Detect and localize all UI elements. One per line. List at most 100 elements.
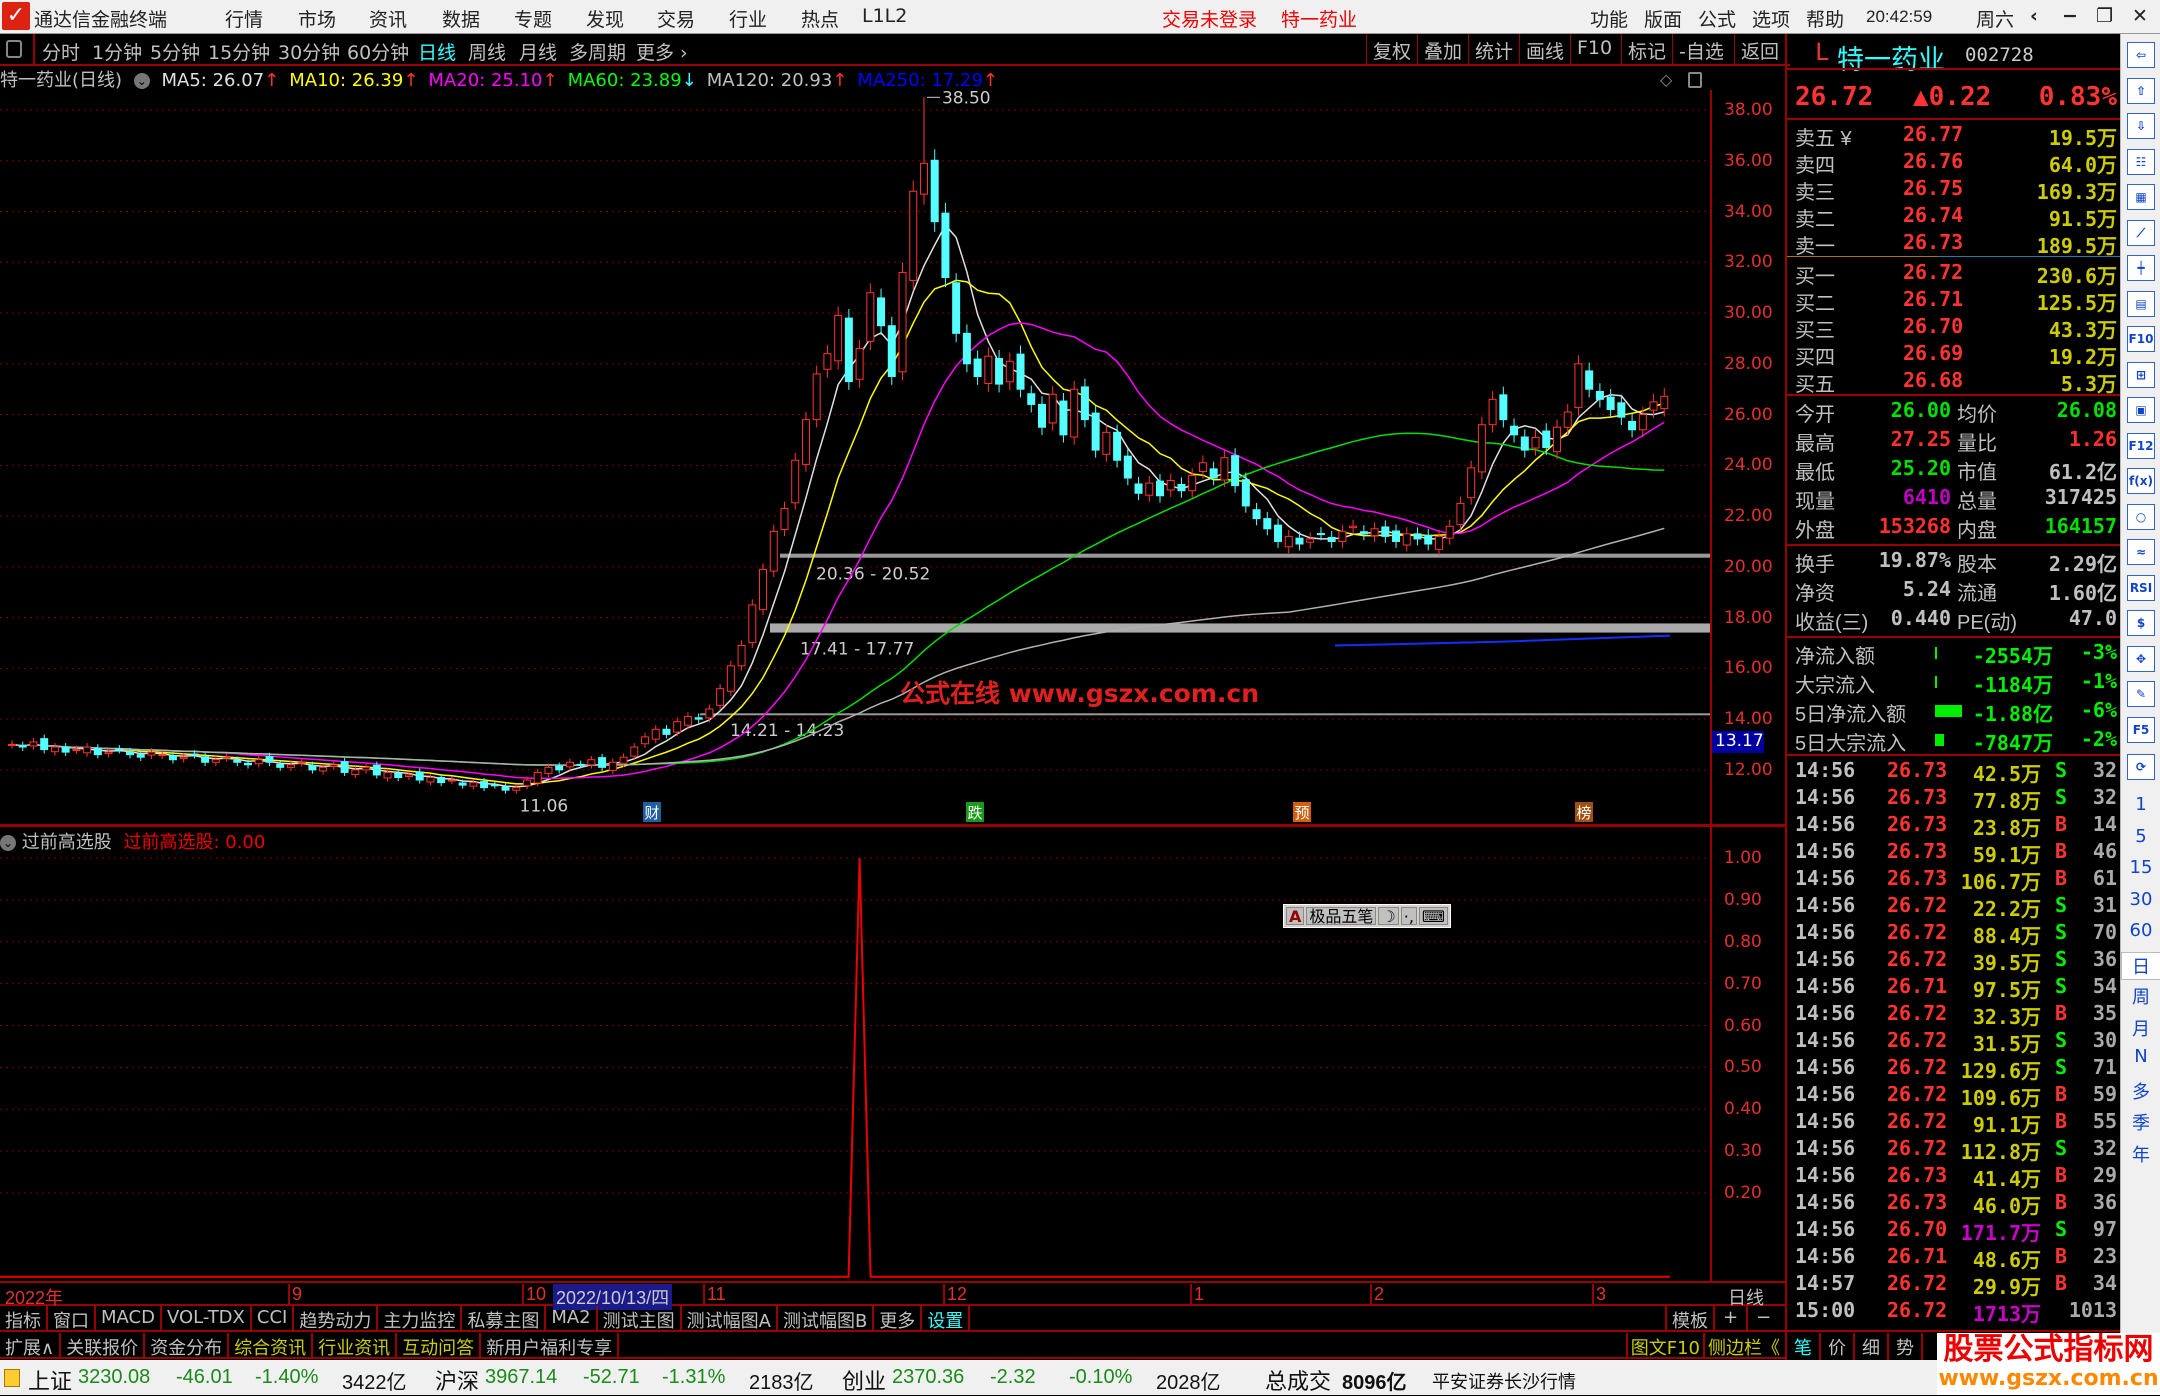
indicator-tab[interactable]: 指标 bbox=[0, 1306, 48, 1332]
menu-gongshi[interactable]: 公式 bbox=[1698, 9, 1737, 31]
menu-gongneng[interactable]: 功能 bbox=[1590, 9, 1629, 31]
sidebar-period-5[interactable]: 5 bbox=[2135, 825, 2147, 847]
refresh-icon[interactable]: ⟳ bbox=[2127, 754, 2155, 780]
function-icon[interactable]: f(x) bbox=[2127, 468, 2155, 494]
period-fenshi[interactable]: 分时 bbox=[42, 42, 81, 64]
indicator-tab[interactable]: 测试幅图B bbox=[778, 1306, 875, 1332]
stats-button[interactable]: 统计 bbox=[1468, 34, 1519, 64]
sidebar-period-月[interactable]: 月 bbox=[2132, 1018, 2150, 1040]
color-bars-icon[interactable]: ▦ bbox=[2127, 184, 2155, 210]
indicator-tab[interactable]: 更多 bbox=[874, 1306, 923, 1332]
F10-icon[interactable]: F10 bbox=[2127, 326, 2155, 352]
period-multi[interactable]: 多周期 bbox=[569, 42, 627, 64]
period-5min[interactable]: 5分钟 bbox=[150, 42, 201, 64]
period-weekly[interactable]: 周线 bbox=[468, 42, 507, 64]
login-status[interactable]: 交易未登录 bbox=[1162, 9, 1258, 31]
ime-name[interactable]: 极品五笔 bbox=[1306, 907, 1377, 926]
mark-button[interactable]: 标记 bbox=[1621, 34, 1672, 64]
menu-zixun[interactable]: 资讯 bbox=[369, 9, 408, 31]
sidebar-period-年[interactable]: 年 bbox=[2132, 1144, 2150, 1166]
collapse-icon[interactable]: ⌄ bbox=[0, 835, 16, 851]
extension-tab[interactable]: 资金分布 bbox=[145, 1333, 230, 1359]
indicator-name[interactable]: 过前高选股 bbox=[21, 832, 112, 853]
F5-icon[interactable]: F5 bbox=[2127, 716, 2155, 743]
move-icon[interactable]: ✥ bbox=[2127, 645, 2155, 672]
period-15min[interactable]: 15分钟 bbox=[208, 42, 271, 64]
sidebar-period-15[interactable]: 15 bbox=[2129, 857, 2153, 878]
menu-xuanxiang[interactable]: 选项 bbox=[1752, 9, 1791, 31]
period-1min[interactable]: 1分钟 bbox=[92, 42, 143, 64]
line-chart-icon[interactable]: ⟋ bbox=[2127, 219, 2155, 246]
tick-tab[interactable]: 笔 bbox=[1787, 1333, 1821, 1361]
indicator-tab[interactable]: 测试幅图A bbox=[682, 1306, 778, 1332]
tick-tab[interactable]: 价 bbox=[1821, 1333, 1855, 1361]
indicator-tab[interactable]: 主力监控 bbox=[378, 1306, 463, 1332]
indicator-tab[interactable]: 测试主图 bbox=[598, 1306, 682, 1332]
sidebar-period-日[interactable]: 日 bbox=[2121, 951, 2160, 980]
collapse-icon[interactable]: ⌄ bbox=[133, 73, 150, 89]
keyboard-icon[interactable]: ⌨ bbox=[1418, 907, 1449, 926]
menu-hangqing[interactable]: 行情 bbox=[225, 9, 264, 31]
back-button[interactable]: 返回 bbox=[1734, 34, 1785, 64]
indicator-chart[interactable] bbox=[0, 827, 1710, 1281]
extension-tab[interactable]: 新用户福利专享 bbox=[481, 1333, 620, 1359]
candles-icon[interactable]: ┿ bbox=[2127, 255, 2155, 281]
menu-shuju[interactable]: 数据 bbox=[442, 9, 481, 31]
pencil-icon[interactable]: ✎ bbox=[2127, 681, 2155, 707]
period-daily[interactable]: 日线 bbox=[418, 42, 457, 64]
extension-tab[interactable]: 行业资讯 bbox=[313, 1333, 398, 1359]
menu-banmian[interactable]: 版面 bbox=[1644, 9, 1683, 31]
indicator-tab[interactable]: MA2 bbox=[546, 1306, 598, 1330]
punctuation-icon[interactable]: ·, bbox=[1400, 907, 1417, 926]
extension-tab[interactable]: 扩展∧ bbox=[0, 1333, 62, 1359]
back-icon[interactable]: ‹ bbox=[2030, 5, 2038, 27]
period-60min[interactable]: 60分钟 bbox=[347, 42, 410, 64]
indicator-tab[interactable]: CCI bbox=[252, 1306, 295, 1330]
sidebar-period-30[interactable]: 30 bbox=[2129, 888, 2153, 910]
tree-icon[interactable]: ⊞ bbox=[2127, 361, 2155, 388]
indicator-tab[interactable]: VOL-TDX bbox=[162, 1306, 252, 1330]
menu-faxian[interactable]: 发现 bbox=[586, 9, 625, 31]
sidebar-period-N[interactable]: N bbox=[2134, 1046, 2148, 1067]
sidebar-period-60[interactable]: 60 bbox=[2129, 920, 2153, 941]
ime-toolbar[interactable]: A 极品五笔 ☽ ·, ⌨ bbox=[1283, 904, 1452, 928]
extension-tab[interactable]: 关联报价 bbox=[61, 1333, 146, 1359]
arrow-up-icon[interactable]: ⇧ bbox=[2127, 77, 2155, 104]
tick-tab[interactable]: 细 bbox=[1855, 1333, 1889, 1361]
panel-toggle-icon[interactable] bbox=[1688, 72, 1702, 88]
arrow-down-icon[interactable]: ⇩ bbox=[2127, 113, 2155, 139]
dollar-icon[interactable]: $ bbox=[2127, 610, 2155, 636]
wave-icon[interactable]: ≈ bbox=[2127, 539, 2155, 565]
close-button[interactable]: ✕ bbox=[2132, 5, 2148, 27]
zoom-out-button[interactable]: − bbox=[1746, 1306, 1779, 1332]
menu-shichang[interactable]: 市场 bbox=[298, 9, 337, 31]
sidebar-toggle-button[interactable]: 侧边栏《 bbox=[1703, 1333, 1783, 1359]
arrow-left-icon[interactable]: ⇦ bbox=[2127, 42, 2155, 68]
extension-tab[interactable]: 综合资讯 bbox=[229, 1333, 314, 1359]
indicator-tab[interactable]: 趋势动力 bbox=[294, 1306, 379, 1332]
menu-redian[interactable]: 热点 bbox=[801, 9, 840, 31]
menu-zhuanti[interactable]: 专题 bbox=[514, 9, 553, 31]
menu-jiaoyi[interactable]: 交易 bbox=[657, 9, 696, 31]
panel-toggle-icon[interactable] bbox=[6, 40, 22, 58]
period-monthly[interactable]: 月线 bbox=[519, 42, 558, 64]
sidebar-period-多[interactable]: 多 bbox=[2132, 1081, 2150, 1103]
sidebar-period-1[interactable]: 1 bbox=[2135, 794, 2147, 815]
indicator-tab[interactable]: MACD bbox=[96, 1306, 162, 1330]
sidebar-period-周[interactable]: 周 bbox=[2132, 987, 2150, 1008]
list-chart-icon[interactable]: ☷ bbox=[2127, 148, 2155, 175]
indicator-tab[interactable]: 私募主图 bbox=[462, 1306, 547, 1332]
tick-tab[interactable]: 势 bbox=[1889, 1333, 1923, 1361]
period-30min[interactable]: 30分钟 bbox=[278, 42, 341, 64]
indicator-tab[interactable]: 设置 bbox=[922, 1306, 971, 1332]
period-more[interactable]: 更多 › bbox=[636, 42, 688, 64]
circle-icon[interactable]: ○ bbox=[2127, 503, 2155, 530]
windows-icon[interactable]: ▤ bbox=[2127, 290, 2155, 317]
kline-chart[interactable]: 20.36 - 20.52 17.41 - 17.77 14.21 - 14.23 3… bbox=[0, 90, 1710, 824]
moon-icon[interactable]: ☽ bbox=[1378, 907, 1399, 926]
fuquan-button[interactable]: 复权 bbox=[1366, 34, 1417, 64]
diamond-icon[interactable]: ◇ bbox=[1660, 70, 1673, 89]
f10-graphic-button[interactable]: 图文F10 bbox=[1625, 1333, 1703, 1359]
zoom-in-button[interactable]: + bbox=[1713, 1306, 1746, 1332]
RSI-icon[interactable]: RSI bbox=[2127, 574, 2155, 601]
